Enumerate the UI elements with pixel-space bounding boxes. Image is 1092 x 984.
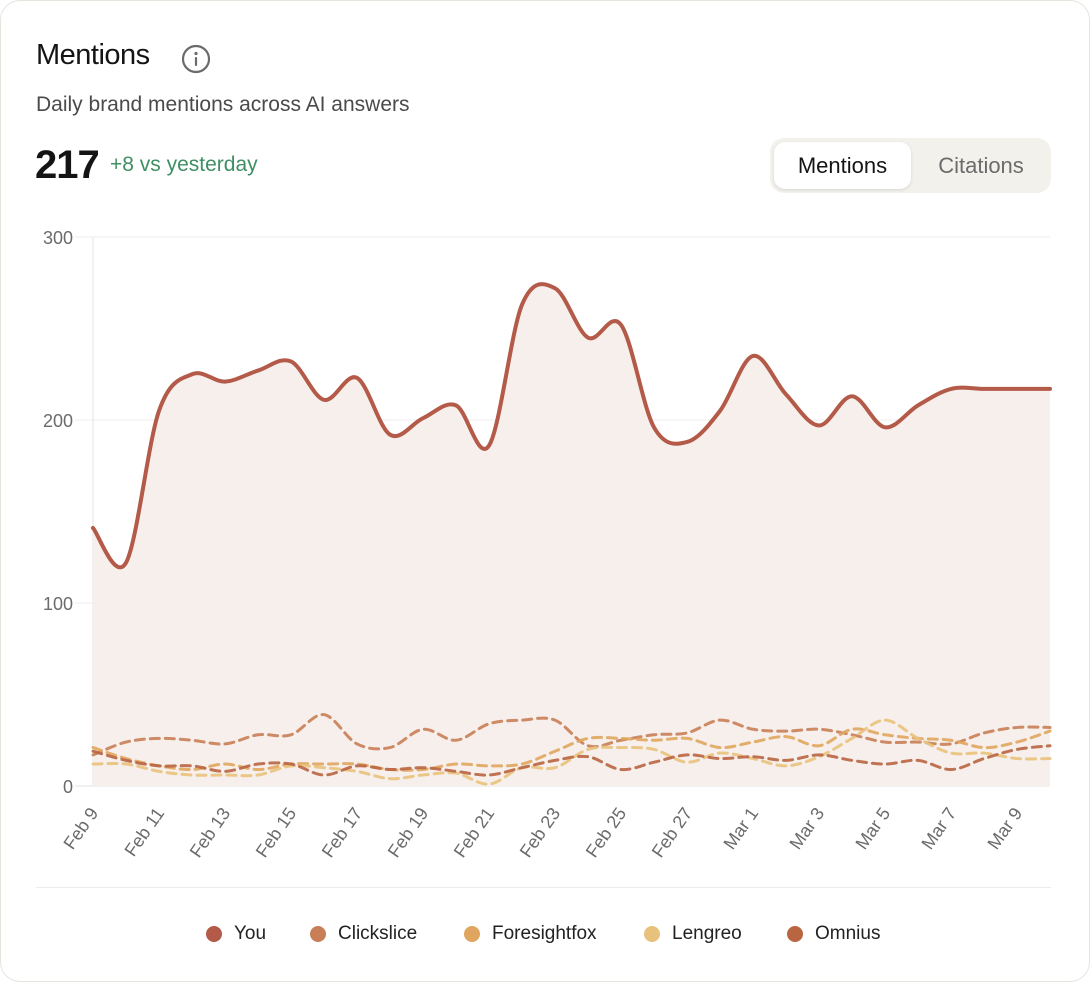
legend-dot <box>787 926 803 942</box>
x-tick-label: Feb 17 <box>318 804 367 861</box>
x-tick-label: Feb 21 <box>450 804 499 861</box>
legend-item-foresightfox[interactable]: Foresightfox <box>464 919 597 949</box>
legend-label: Clickslice <box>338 923 418 944</box>
x-tick-label: Mar 1 <box>720 804 763 853</box>
legend-item-clickslice[interactable]: Clickslice <box>310 919 417 949</box>
legend-label: Lengreo <box>672 923 742 944</box>
legend-label: Omnius <box>815 923 881 944</box>
legend-dot <box>644 926 660 942</box>
y-tick-label: 300 <box>43 228 73 248</box>
card-title: Mentions <box>36 39 150 71</box>
x-tick-label: Feb 27 <box>648 804 697 861</box>
delta-vs-yesterday: +8 vs yesterday <box>110 153 258 176</box>
x-tick-label: Mar 5 <box>852 804 895 853</box>
y-tick-label: 200 <box>43 411 73 431</box>
x-tick-label: Mar 3 <box>786 804 829 853</box>
x-tick-label: Feb 11 <box>121 804 169 860</box>
x-tick-label: Mar 7 <box>918 804 961 853</box>
legend-dot <box>310 926 326 942</box>
toggle-citations-button[interactable]: Citations <box>938 153 1024 178</box>
x-tick-label: Feb 15 <box>252 804 301 861</box>
y-tick-label: 100 <box>43 594 73 614</box>
series-you-area <box>93 284 1050 786</box>
mentions-line-chart: 0 100 200 300 Feb 9 Feb 11 Feb 13 Feb 15 Feb 17 F… <box>43 228 1052 861</box>
legend-item-you[interactable]: You <box>206 919 266 949</box>
legend-label: You <box>234 923 267 944</box>
card-subtitle: Daily brand mentions across AI answers <box>36 93 410 116</box>
x-tick-label: Feb 25 <box>582 804 631 861</box>
x-tick-label: Feb 23 <box>516 804 565 861</box>
series-line-you <box>91 282 1052 570</box>
series-line-omnius <box>91 744 1052 777</box>
x-tick-label: Feb 13 <box>186 804 235 861</box>
info-icon[interactable] <box>181 44 211 74</box>
legend-divider <box>36 887 1051 888</box>
toggle-mentions-button[interactable]: Mentions <box>774 142 911 189</box>
x-tick-label: Mar 9 <box>984 804 1027 853</box>
x-tick-label: Feb 19 <box>384 804 433 861</box>
series-line-lengreo <box>91 718 1052 786</box>
series-line-clickslice <box>91 713 1052 757</box>
legend-dot <box>464 926 480 942</box>
legend-item-omnius[interactable]: Omnius <box>787 919 880 949</box>
legend-item-lengreo[interactable]: Lengreo <box>644 919 742 949</box>
mentions-total: 217 <box>35 143 100 187</box>
x-tick-label: Feb 9 <box>59 804 102 853</box>
legend-dot <box>206 926 222 942</box>
y-tick-label: 0 <box>63 777 73 797</box>
view-toggle: Mentions Citations <box>770 138 1051 193</box>
legend-label: Foresightfox <box>492 923 597 944</box>
series-line-foresightfox <box>91 727 1052 772</box>
chart-legend: You Clickslice Foresightfox Lengreo Omnius <box>1 919 1092 949</box>
